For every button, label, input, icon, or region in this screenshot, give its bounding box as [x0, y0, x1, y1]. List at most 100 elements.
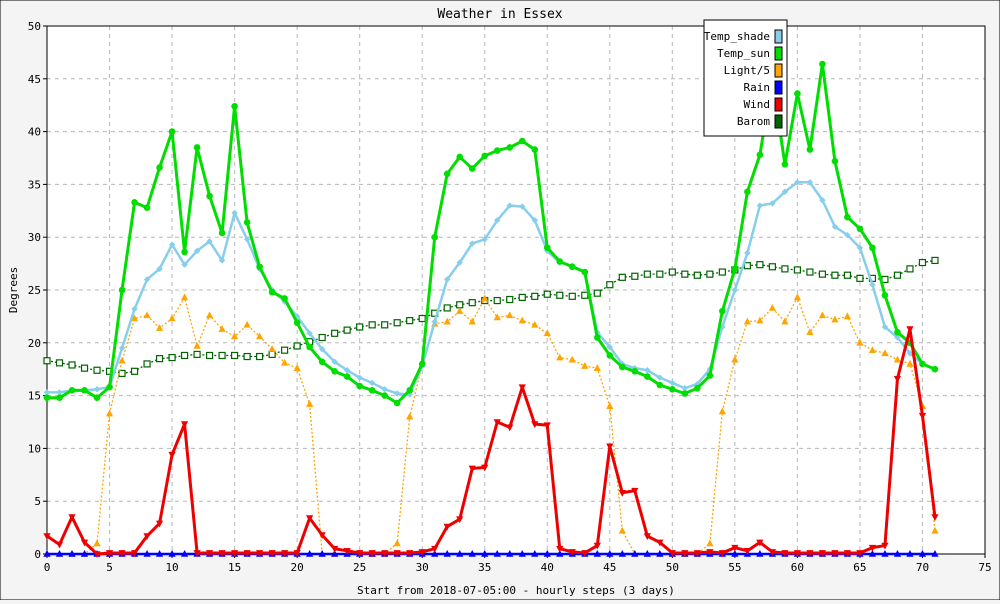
- data-point: [506, 144, 514, 151]
- data-point: [431, 550, 439, 557]
- data-point: [105, 550, 114, 557]
- y-tick-label: 15: [28, 390, 41, 403]
- data-point: [381, 392, 388, 399]
- legend-swatch: [774, 46, 783, 61]
- data-point: [694, 384, 701, 392]
- data-point: [243, 219, 251, 226]
- data-point: [218, 325, 226, 332]
- data-point: [43, 389, 51, 396]
- data-point: [593, 289, 601, 297]
- data-point: [556, 258, 564, 265]
- data-point: [706, 549, 714, 556]
- data-point: [744, 188, 751, 196]
- data-point: [756, 550, 764, 557]
- data-point: [381, 386, 388, 393]
- data-point: [218, 257, 226, 264]
- data-point: [143, 360, 151, 368]
- data-point: [756, 151, 764, 159]
- data-point: [331, 550, 339, 557]
- data-point: [618, 526, 626, 534]
- data-point: [606, 352, 614, 359]
- data-point: [343, 373, 351, 380]
- data-point: [393, 319, 401, 327]
- data-point: [343, 326, 351, 334]
- data-point: [781, 265, 789, 273]
- data-point: [843, 312, 852, 320]
- data-point: [744, 249, 751, 257]
- y-axis-label: Degrees: [7, 267, 20, 313]
- data-point: [731, 355, 739, 363]
- data-point: [681, 390, 689, 397]
- data-point: [368, 387, 376, 394]
- data-point: [543, 550, 551, 557]
- data-point: [281, 346, 289, 354]
- data-point: [368, 550, 376, 557]
- data-point: [593, 334, 601, 341]
- data-point: [631, 550, 639, 557]
- data-point: [118, 356, 126, 364]
- data-point: [81, 387, 88, 394]
- data-point: [331, 329, 339, 337]
- data-point: [768, 549, 776, 556]
- data-point: [80, 364, 89, 372]
- data-point: [493, 147, 501, 154]
- series-line-temp-shade: [47, 181, 936, 396]
- data-point: [543, 422, 551, 430]
- data-point: [518, 293, 526, 301]
- data-point: [406, 550, 414, 557]
- data-point: [80, 550, 89, 557]
- data-point: [506, 202, 513, 209]
- data-point: [543, 329, 551, 337]
- data-point: [231, 332, 239, 340]
- data-point: [843, 271, 852, 279]
- data-point: [781, 188, 789, 195]
- data-point: [556, 545, 564, 553]
- data-point: [155, 324, 164, 331]
- data-point: [468, 465, 476, 473]
- legend-swatch: [774, 114, 783, 129]
- data-point: [469, 240, 476, 247]
- data-point: [518, 550, 526, 557]
- data-point: [844, 231, 851, 239]
- y-tick-label: 20: [28, 337, 41, 350]
- data-point: [155, 520, 164, 528]
- x-tick-label: 45: [603, 561, 616, 574]
- data-point: [468, 550, 476, 557]
- data-point: [819, 197, 826, 204]
- data-point: [743, 262, 751, 270]
- data-point: [719, 307, 726, 315]
- data-point: [818, 311, 827, 319]
- data-point: [656, 550, 664, 557]
- data-point: [318, 532, 326, 539]
- data-point: [130, 550, 139, 557]
- data-point: [381, 321, 389, 329]
- data-point: [831, 315, 839, 323]
- data-point: [443, 550, 451, 557]
- y-tick-label: 0: [34, 548, 41, 561]
- data-point: [243, 320, 251, 328]
- data-point: [581, 268, 589, 276]
- data-point: [568, 292, 576, 300]
- data-point: [256, 332, 264, 340]
- legend-swatch: [774, 29, 783, 44]
- data-point: [893, 355, 902, 363]
- data-point: [556, 353, 564, 361]
- data-point: [543, 244, 551, 252]
- data-point: [731, 544, 739, 552]
- data-point: [406, 387, 413, 394]
- data-point: [168, 314, 176, 322]
- data-point: [769, 200, 776, 207]
- x-tick-label: 65: [853, 561, 866, 574]
- data-point: [856, 274, 864, 282]
- data-point: [180, 550, 189, 557]
- data-point: [218, 550, 226, 557]
- data-point: [893, 550, 902, 557]
- data-point: [281, 550, 289, 557]
- data-point: [356, 323, 364, 331]
- data-point: [868, 544, 877, 552]
- data-point: [481, 236, 488, 243]
- data-point: [68, 514, 76, 522]
- data-point: [593, 364, 601, 371]
- data-point: [443, 317, 451, 325]
- data-point: [606, 402, 614, 409]
